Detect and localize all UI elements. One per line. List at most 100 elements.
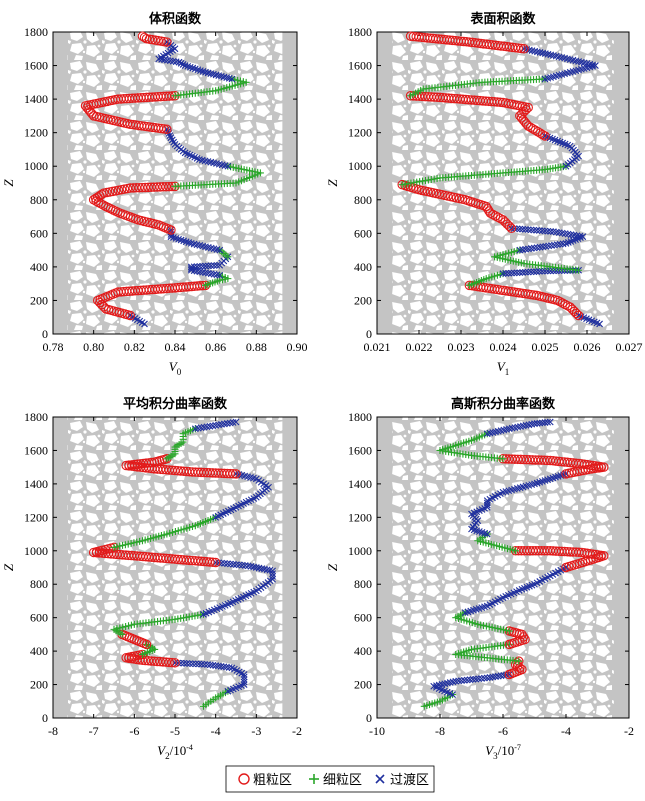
x-tick-label: -2 bbox=[624, 724, 634, 738]
transition-point bbox=[228, 664, 236, 672]
transition-point bbox=[530, 226, 538, 234]
transition-point bbox=[475, 675, 483, 683]
y-tick-label: 1200 bbox=[348, 510, 372, 524]
transition-point bbox=[186, 660, 194, 667]
coarse-point bbox=[143, 182, 153, 193]
coarse-point bbox=[528, 124, 538, 134]
y-tick-label: 1800 bbox=[24, 410, 48, 424]
series-coarse bbox=[117, 629, 152, 650]
transition-point bbox=[217, 662, 225, 670]
transition-point bbox=[214, 662, 222, 670]
coarse-point bbox=[101, 201, 111, 212]
transition-point bbox=[240, 681, 248, 688]
series-coarse bbox=[88, 181, 180, 235]
x-tick-label: 0.82 bbox=[124, 340, 145, 354]
y-axis-label: Z bbox=[325, 179, 340, 187]
fine-point bbox=[125, 622, 133, 630]
coarse-point bbox=[530, 125, 541, 136]
series-fine bbox=[452, 609, 513, 635]
y-tick-label: 200 bbox=[30, 293, 48, 307]
series-fine bbox=[436, 430, 507, 463]
transition-point bbox=[269, 575, 276, 583]
chart-title: 表面积函数 bbox=[469, 11, 536, 27]
x-tick-label: -8 bbox=[48, 724, 58, 738]
series-transition bbox=[191, 418, 240, 433]
transition-point bbox=[478, 675, 485, 682]
fine-point bbox=[116, 624, 124, 632]
series-coarse bbox=[510, 546, 609, 573]
coarse-point bbox=[161, 181, 171, 192]
y-tick-label: 600 bbox=[354, 226, 372, 240]
series-transition bbox=[187, 253, 232, 279]
coarse-point bbox=[557, 298, 568, 308]
y-tick-label: 400 bbox=[354, 644, 372, 658]
coarse-point bbox=[140, 182, 150, 193]
panel-volume: 体积函数 0.78 0.80 0.82 0.84 0.86 0.88 0.90 0 200 400 6… bbox=[1, 11, 308, 377]
transition-point bbox=[206, 661, 214, 669]
transition-point bbox=[499, 270, 507, 277]
series-coarse bbox=[80, 91, 180, 135]
coarse-point bbox=[504, 626, 515, 636]
y-tick-label: 1400 bbox=[24, 477, 48, 491]
x-tick-label: 0.88 bbox=[246, 340, 267, 354]
series-coarse bbox=[137, 31, 172, 47]
panel-gaussian-curvature: 高斯积分曲率函数 -10 -8 -6 -4 -2 0 200 400 600 800 1000 1200… bbox=[325, 396, 634, 761]
coarse-point bbox=[562, 301, 573, 311]
transition-point bbox=[223, 663, 230, 671]
coarse-point bbox=[535, 128, 545, 138]
transition-point bbox=[204, 661, 211, 668]
series-transition bbox=[155, 38, 236, 83]
series-fine bbox=[398, 162, 570, 189]
y-tick-label: 1400 bbox=[348, 92, 372, 106]
x-tick-label: 0.024 bbox=[490, 340, 517, 354]
y-tick-label: 400 bbox=[30, 260, 48, 274]
transition-point bbox=[167, 134, 175, 142]
series-transition bbox=[461, 564, 570, 617]
coarse-point bbox=[139, 32, 150, 43]
panel-mean-curvature: 平均积分曲率函数 -8 -7 -6 -5 -4 -3 -2 0 200 400 600 800 1000 1… bbox=[1, 396, 302, 761]
transition-point bbox=[544, 418, 552, 426]
x-tick-label: 0.022 bbox=[406, 340, 433, 354]
y-tick-label: 800 bbox=[30, 577, 48, 591]
coarse-point bbox=[498, 215, 508, 225]
x-tick-label: 0.026 bbox=[574, 340, 601, 354]
series-fine bbox=[171, 75, 250, 100]
transition-point bbox=[516, 269, 524, 276]
coarse-point bbox=[109, 542, 119, 553]
y-tick-label: 800 bbox=[354, 577, 372, 591]
series-transition bbox=[520, 45, 599, 83]
transition-point bbox=[480, 674, 488, 682]
y-tick-label: 1200 bbox=[24, 126, 48, 140]
x-tick-label: -6 bbox=[498, 724, 508, 738]
coarse-point bbox=[540, 131, 550, 141]
coarse-point bbox=[533, 126, 543, 137]
transition-point bbox=[210, 262, 218, 269]
y-tick-label: 800 bbox=[354, 193, 372, 207]
series-transition bbox=[541, 132, 582, 170]
x-tick-label: 0.90 bbox=[287, 340, 308, 354]
x-axis-label: V1 bbox=[497, 359, 509, 377]
series-group bbox=[397, 31, 603, 328]
series-transition bbox=[483, 418, 554, 438]
transition-point bbox=[189, 660, 197, 668]
x-axis-label: V3/10-7 bbox=[485, 743, 521, 761]
transition-point bbox=[240, 673, 248, 681]
x-tick-label: 0.023 bbox=[448, 340, 475, 354]
transition-point bbox=[209, 661, 217, 669]
transition-point bbox=[213, 261, 221, 269]
series-coarse bbox=[405, 91, 550, 141]
coarse-point bbox=[520, 634, 530, 645]
transition-point bbox=[204, 262, 212, 270]
series-transition bbox=[468, 470, 570, 538]
series-transition bbox=[508, 224, 587, 254]
coarse-point bbox=[131, 183, 141, 193]
x-tick-label: -2 bbox=[292, 724, 302, 738]
transition-point bbox=[524, 268, 532, 276]
y-tick-label: 1600 bbox=[24, 59, 48, 73]
pore-texture bbox=[392, 32, 614, 334]
fine-point bbox=[119, 623, 127, 631]
legend-transition-label: 过渡区 bbox=[390, 772, 429, 788]
series-coarse bbox=[397, 179, 517, 234]
series-coarse bbox=[504, 626, 530, 650]
series-coarse bbox=[121, 454, 241, 479]
